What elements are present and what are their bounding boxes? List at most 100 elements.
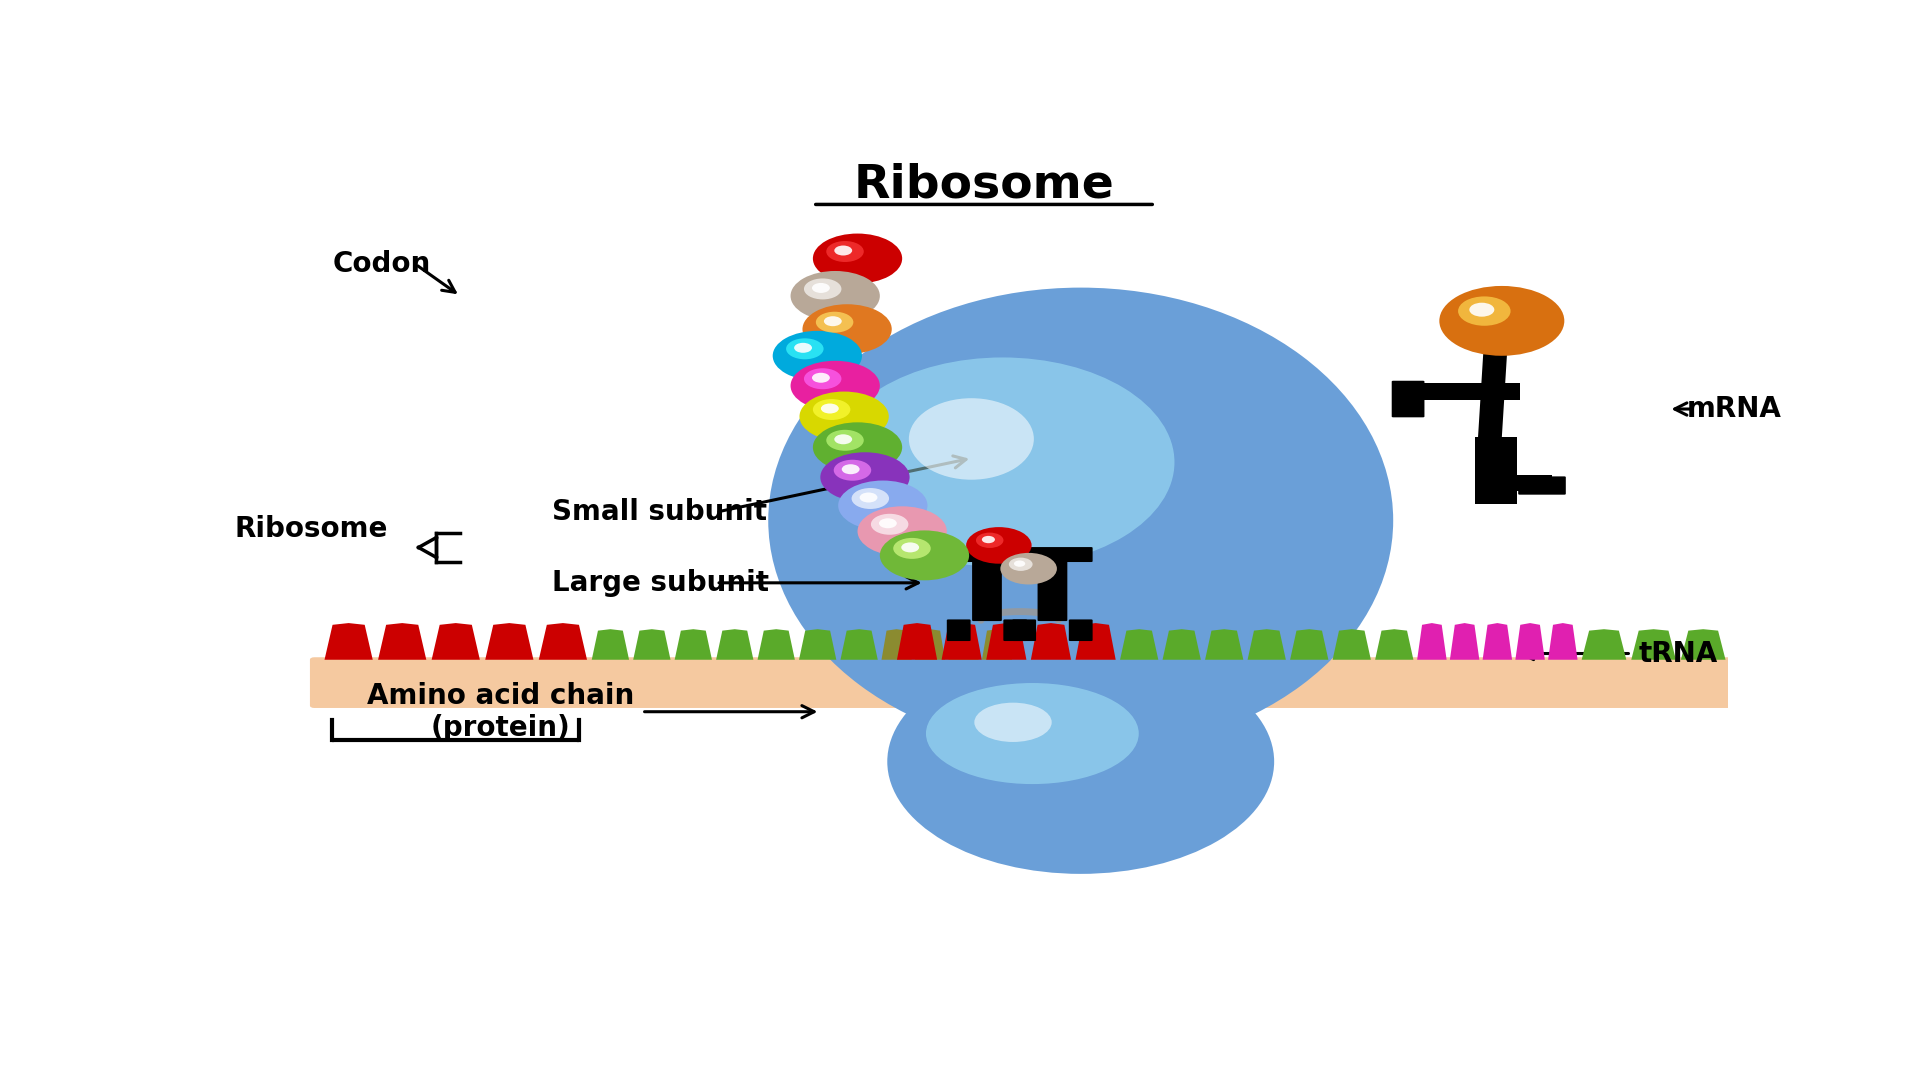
Circle shape bbox=[1014, 561, 1025, 567]
Circle shape bbox=[839, 481, 927, 530]
Text: mRNA: mRNA bbox=[1686, 395, 1782, 423]
Polygon shape bbox=[1482, 623, 1513, 660]
Polygon shape bbox=[540, 623, 588, 660]
Polygon shape bbox=[1413, 383, 1521, 400]
Ellipse shape bbox=[973, 703, 1052, 742]
Circle shape bbox=[879, 518, 897, 528]
Circle shape bbox=[893, 538, 931, 558]
Text: Ribosome: Ribosome bbox=[854, 163, 1114, 207]
Circle shape bbox=[812, 373, 829, 382]
Text: Codon: Codon bbox=[332, 251, 430, 279]
Polygon shape bbox=[1332, 630, 1371, 660]
Circle shape bbox=[975, 532, 1004, 548]
Circle shape bbox=[816, 312, 852, 333]
FancyBboxPatch shape bbox=[1004, 620, 1027, 642]
Polygon shape bbox=[432, 623, 480, 660]
FancyBboxPatch shape bbox=[309, 658, 1732, 708]
Polygon shape bbox=[674, 630, 712, 660]
Circle shape bbox=[1000, 553, 1056, 584]
Circle shape bbox=[812, 233, 902, 283]
Polygon shape bbox=[324, 623, 372, 660]
Polygon shape bbox=[1548, 623, 1578, 660]
Text: Ribosome: Ribosome bbox=[234, 515, 388, 543]
FancyBboxPatch shape bbox=[1392, 381, 1425, 417]
Circle shape bbox=[860, 492, 877, 502]
Circle shape bbox=[820, 453, 910, 502]
Polygon shape bbox=[486, 623, 534, 660]
Circle shape bbox=[772, 330, 862, 381]
Circle shape bbox=[1440, 286, 1565, 355]
Circle shape bbox=[824, 316, 841, 326]
Circle shape bbox=[822, 404, 839, 414]
Circle shape bbox=[791, 271, 879, 321]
FancyBboxPatch shape bbox=[1519, 476, 1567, 495]
Circle shape bbox=[803, 305, 891, 354]
Circle shape bbox=[835, 434, 852, 444]
Polygon shape bbox=[1450, 623, 1478, 660]
Polygon shape bbox=[981, 630, 1012, 660]
Polygon shape bbox=[591, 630, 630, 660]
Circle shape bbox=[812, 283, 829, 293]
Circle shape bbox=[852, 488, 889, 509]
Circle shape bbox=[872, 514, 908, 535]
FancyBboxPatch shape bbox=[947, 620, 972, 642]
Polygon shape bbox=[758, 630, 795, 660]
Polygon shape bbox=[1515, 623, 1546, 660]
Polygon shape bbox=[1632, 630, 1676, 660]
Polygon shape bbox=[1206, 630, 1244, 660]
Circle shape bbox=[835, 245, 852, 256]
Circle shape bbox=[1008, 557, 1033, 571]
Circle shape bbox=[1457, 296, 1511, 326]
Circle shape bbox=[795, 342, 812, 353]
Polygon shape bbox=[841, 630, 877, 660]
Polygon shape bbox=[1582, 630, 1626, 660]
Ellipse shape bbox=[925, 683, 1139, 784]
Polygon shape bbox=[1475, 437, 1553, 503]
Circle shape bbox=[826, 241, 864, 262]
Polygon shape bbox=[897, 623, 937, 660]
Circle shape bbox=[812, 422, 902, 472]
FancyBboxPatch shape bbox=[947, 548, 1027, 562]
Circle shape bbox=[804, 368, 841, 389]
Polygon shape bbox=[1119, 630, 1158, 660]
Polygon shape bbox=[378, 623, 426, 660]
Ellipse shape bbox=[831, 357, 1175, 567]
Circle shape bbox=[785, 338, 824, 360]
Circle shape bbox=[791, 361, 879, 410]
Polygon shape bbox=[948, 630, 979, 660]
Circle shape bbox=[900, 542, 920, 552]
Circle shape bbox=[841, 464, 860, 474]
Circle shape bbox=[833, 460, 872, 481]
Circle shape bbox=[879, 530, 970, 580]
Polygon shape bbox=[987, 623, 1027, 660]
Circle shape bbox=[804, 279, 841, 299]
Circle shape bbox=[966, 527, 1031, 564]
Polygon shape bbox=[1290, 630, 1329, 660]
Polygon shape bbox=[1680, 630, 1726, 660]
Polygon shape bbox=[1075, 623, 1116, 660]
FancyBboxPatch shape bbox=[1037, 557, 1068, 621]
FancyBboxPatch shape bbox=[1012, 620, 1037, 642]
Circle shape bbox=[799, 392, 889, 442]
Ellipse shape bbox=[887, 649, 1275, 874]
Polygon shape bbox=[1478, 341, 1507, 437]
Polygon shape bbox=[716, 630, 753, 660]
Polygon shape bbox=[1162, 630, 1200, 660]
Polygon shape bbox=[881, 630, 912, 660]
Polygon shape bbox=[1375, 630, 1413, 660]
Circle shape bbox=[858, 507, 947, 556]
Circle shape bbox=[981, 536, 995, 543]
Text: Large subunit: Large subunit bbox=[553, 569, 770, 597]
Text: tRNA: tRNA bbox=[1640, 639, 1718, 667]
Circle shape bbox=[812, 399, 851, 420]
Ellipse shape bbox=[768, 287, 1394, 754]
Polygon shape bbox=[1248, 630, 1286, 660]
Polygon shape bbox=[799, 630, 837, 660]
Text: Small subunit: Small subunit bbox=[553, 498, 768, 526]
Text: Amino acid chain
(protein): Amino acid chain (protein) bbox=[367, 681, 634, 742]
Circle shape bbox=[826, 430, 864, 450]
FancyBboxPatch shape bbox=[1012, 548, 1092, 562]
Polygon shape bbox=[1417, 623, 1446, 660]
Polygon shape bbox=[916, 630, 945, 660]
FancyBboxPatch shape bbox=[972, 557, 1002, 621]
